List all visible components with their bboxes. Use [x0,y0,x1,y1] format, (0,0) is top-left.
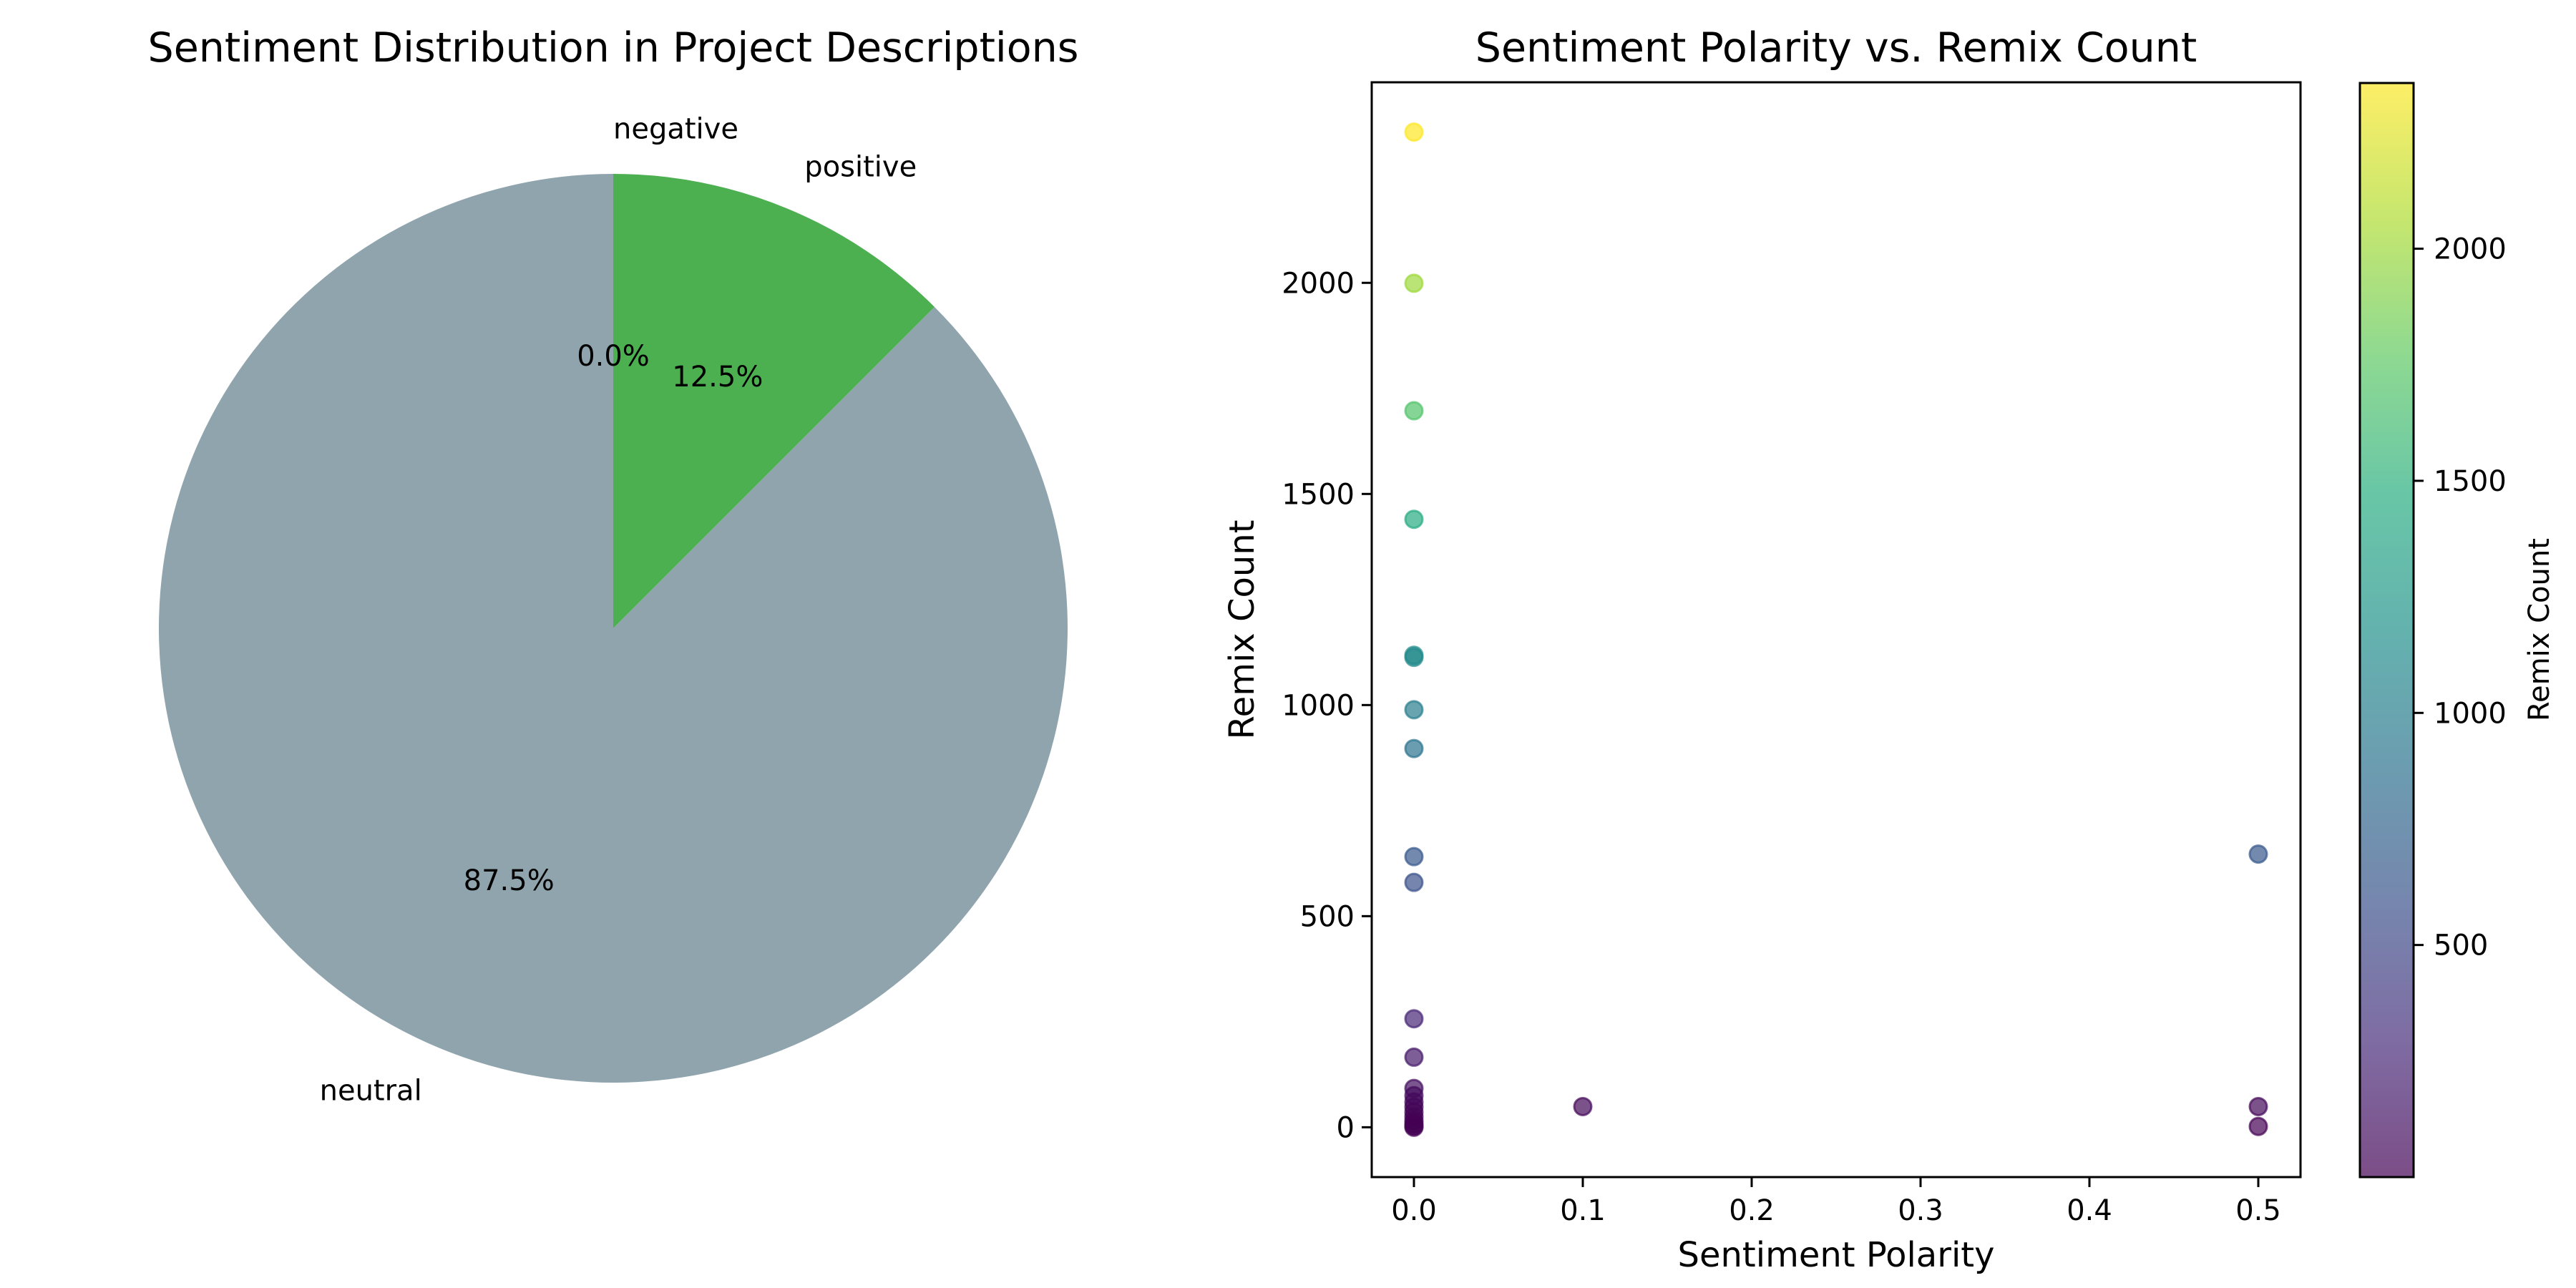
scatter-point [1404,648,1424,668]
colorbar-tick-label: 2000 [2434,233,2507,266]
pie-pct-neutral: 87.5% [464,864,555,897]
y-tick-label: 1000 [1282,689,1355,722]
x-tick-label: 0.5 [2235,1194,2281,1227]
scatter-points [1404,122,2268,1137]
x-tick-label: 0.2 [1729,1194,1775,1227]
pie-labels: neutral 87.5% positive 12.5% negative 0.0% [320,113,917,1108]
scatter-point [2248,1116,2268,1136]
scatter-point [1404,509,1424,530]
pie-slices [158,174,1068,1083]
y-tick-label: 0 [1337,1111,1355,1144]
x-tick-label: 0.1 [1560,1194,1606,1227]
colorbar-tick-label: 500 [2434,930,2488,962]
scatter-point [1404,273,1424,293]
x-tick-label: 0.4 [2067,1194,2112,1227]
scatter-point [1404,122,1424,142]
pie-slice-positive [613,174,935,628]
scatter-panel: Sentiment Polarity vs. Remix Count 0.0 0.… [1222,24,2556,1275]
scatter-point [1404,401,1424,421]
scatter-point [2248,1096,2268,1116]
y-axis-label: Remix Count [1222,519,1262,739]
scatter-point [1404,847,1424,867]
scatter-point [1404,700,1424,720]
pie-pct-positive: 12.5% [672,361,763,394]
colorbar-tick-label: 1000 [2434,697,2507,730]
pie-label-neutral: neutral [320,1074,422,1107]
pie-pct-negative: 0.0% [577,340,650,373]
scatter-point [1404,1117,1424,1137]
pie-slice-neutral [158,174,1068,1083]
y-tick-label: 500 [1300,900,1355,933]
scatter-point [1404,1009,1424,1029]
y-tick-label: 2000 [1282,267,1355,300]
pie-label-positive: positive [804,151,917,184]
colorbar-label: Remix Count [2523,538,2556,721]
pie-panel: Sentiment Distribution in Project Descri… [148,24,1079,1107]
pie-title: Sentiment Distribution in Project Descri… [148,24,1079,72]
scatter-point [2248,844,2268,864]
colorbar: 500 1000 1500 2000 Remix Count [2358,82,2556,1179]
scatter-point [1404,1047,1424,1067]
x-axis-ticks: 0.0 0.1 0.2 0.3 0.4 0.5 [1391,1177,2281,1227]
scatter-point [1573,1096,1593,1116]
colorbar-tick-label: 1500 [2434,465,2507,498]
y-axis-ticks: 0 500 1000 1500 2000 [1282,267,1372,1144]
scatter-point [1404,872,1424,892]
y-tick-label: 1500 [1282,478,1355,511]
pie-label-negative: negative [613,113,738,146]
colorbar-frame [2358,82,2415,1179]
colorbar-gradient [2360,83,2414,1177]
x-tick-label: 0.0 [1391,1194,1437,1227]
x-axis-label: Sentiment Polarity [1677,1235,1994,1275]
colorbar-ticks: 500 1000 1500 2000 [2414,233,2507,962]
x-tick-label: 0.3 [1898,1194,1943,1227]
scatter-point [1404,738,1424,758]
scatter-title: Sentiment Polarity vs. Remix Count [1475,24,2197,72]
scatter-plot-frame [1370,81,2302,1179]
